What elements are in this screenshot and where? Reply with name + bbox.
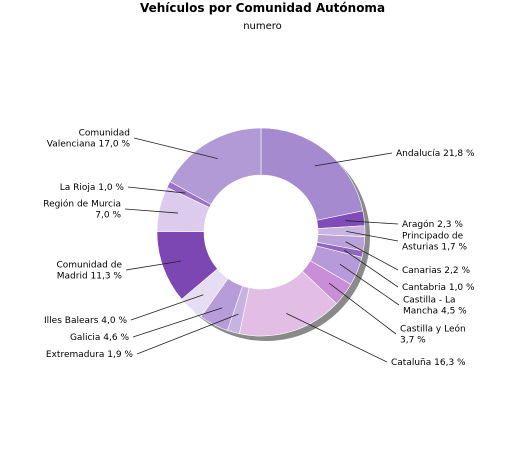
slice-label: La Rioja 1,0 %: [60, 183, 125, 193]
leader-line: [132, 307, 223, 338]
leader-line: [345, 241, 399, 271]
leader-line: [136, 313, 239, 355]
slice-label: Castilla - La Mancha 4,5 %: [403, 296, 467, 317]
slice-label: Canarias 2,2 %: [402, 266, 470, 276]
leader-line: [344, 249, 399, 288]
leader-line: [328, 282, 397, 335]
leader-line: [130, 294, 204, 321]
leader-line: [125, 260, 182, 271]
slice-label: Comunidad de Madrid 11,3 %: [56, 261, 122, 282]
slice-label: Aragón 2,3 %: [402, 219, 463, 230]
leader-line: [346, 230, 399, 242]
slice-label: Comunidad Valenciana 17,0 %: [47, 129, 131, 150]
leader-line: [314, 152, 393, 167]
leader-line: [127, 186, 186, 194]
slice-label: Principado de Asturias 1,7 %: [402, 232, 468, 253]
slice-label: Castilla y León 3,7 %: [400, 324, 466, 346]
slice-label: Extremadura 1,9 %: [46, 350, 134, 360]
slice-label: Illes Balears 4,0 %: [44, 316, 127, 326]
chart-subtitle: numero: [243, 21, 282, 32]
chart-title: Vehículos por Comunidad Autónoma: [139, 1, 386, 15]
slice-label: Cantabria 1,0 %: [402, 283, 475, 293]
donut-hole: [204, 175, 318, 289]
leader-line: [339, 263, 400, 306]
leader-line: [345, 220, 399, 225]
leader-line: [124, 208, 178, 214]
slice-label: Cataluña 16,3 %: [391, 358, 466, 368]
leader-line: [286, 313, 388, 363]
slice-label: Andalucía 21,8 %: [396, 149, 475, 159]
leader-line: [133, 137, 218, 159]
slice-label: Región de Murcia 7,0 %: [43, 199, 121, 221]
slice-label: Galicia 4,6 %: [70, 333, 129, 343]
